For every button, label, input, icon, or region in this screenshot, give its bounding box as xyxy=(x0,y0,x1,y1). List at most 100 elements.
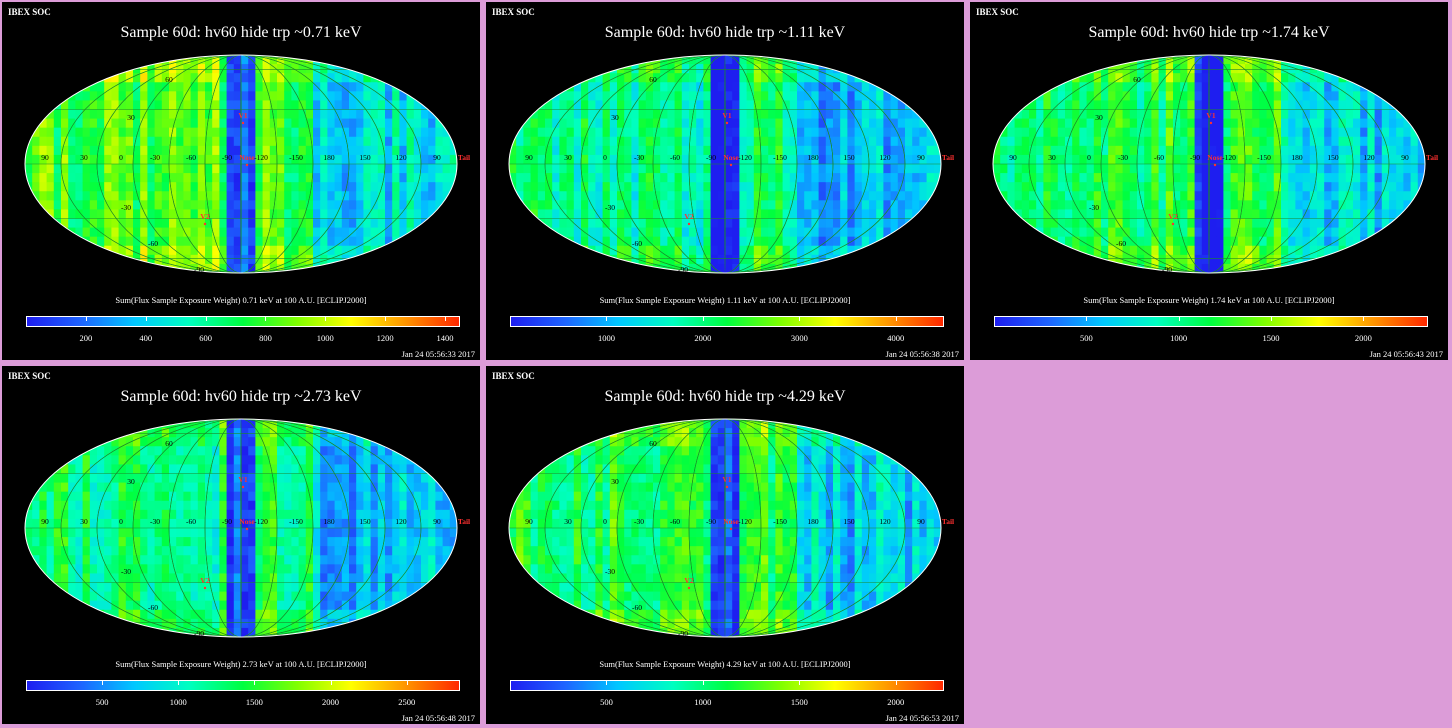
colorbar-tick xyxy=(445,316,447,321)
lon-label: -150 xyxy=(773,517,787,526)
skymap-pixels xyxy=(993,55,1425,273)
colorbar-label: Sum(Flux Sample Exposure Weight) 4.29 ke… xyxy=(599,659,851,669)
colorbar-tick xyxy=(606,680,608,685)
lat-label: -30 xyxy=(121,567,131,576)
lon-label: -150 xyxy=(1257,153,1271,162)
lon-label: 180 xyxy=(807,517,819,526)
lat-label: -90 xyxy=(678,629,688,638)
tail-label: Tail xyxy=(458,517,470,526)
lon-label: 180 xyxy=(323,153,335,162)
colorbar-tick xyxy=(178,680,180,685)
lon-label: -90 xyxy=(706,517,716,526)
lon-label: 150 xyxy=(359,153,371,162)
colorbar-tick-label: 4000 xyxy=(887,333,905,343)
lat-label: -90 xyxy=(678,265,688,274)
lon-label: 120 xyxy=(395,153,407,162)
skymap-plot: 90 30 0 -30 -60 -90 -120 -150 180 150 120 90 60 30 -30… xyxy=(24,418,470,638)
v2-label-marker xyxy=(203,586,207,590)
lon-label: -120 xyxy=(738,153,752,162)
panel-title: Sample 60d: hv60 hide trp ~2.73 keV xyxy=(120,388,362,405)
lon-label: -30 xyxy=(150,517,160,526)
skymap-plot: 90 30 0 -30 -60 -90 -120 -150 180 150 120 90 60 30 -30… xyxy=(24,54,470,274)
v2-label: V2 xyxy=(200,576,209,585)
lon-label: 90 xyxy=(525,517,533,526)
v1-label: V1 xyxy=(238,475,247,484)
nose-label-marker xyxy=(1213,163,1217,167)
lat-label: 30 xyxy=(1095,113,1103,122)
colorbar-tick xyxy=(254,680,256,685)
lat-label: -60 xyxy=(632,239,642,248)
skymap-panel-174kev: IBEX SOC Sample 60d: hv60 hide trp ~1.74… xyxy=(970,2,1448,360)
lat-label: -30 xyxy=(605,567,615,576)
colorbar xyxy=(510,316,944,327)
lon-label: 150 xyxy=(359,517,371,526)
skymap-plot: 90 30 0 -30 -60 -90 -120 -150 180 150 120 90 60 30 -30… xyxy=(508,54,954,274)
lon-label: 180 xyxy=(323,517,335,526)
v2-label: V2 xyxy=(684,576,693,585)
soc-label: IBEX SOC xyxy=(492,7,535,17)
v1-label-marker xyxy=(1209,121,1213,125)
v1-label-marker xyxy=(725,121,729,125)
lon-label: -60 xyxy=(670,153,680,162)
lon-label: 0 xyxy=(1087,153,1091,162)
map-outline xyxy=(508,418,942,638)
colorbar xyxy=(510,680,944,691)
v1-label: V1 xyxy=(238,111,247,120)
colorbar-tick xyxy=(406,680,408,685)
skymap-panel-273kev: IBEX SOC Sample 60d: hv60 hide trp ~2.73… xyxy=(2,366,480,724)
lon-label: -150 xyxy=(289,517,303,526)
tail-label: Tail xyxy=(1426,153,1438,162)
lon-label: -120 xyxy=(254,153,268,162)
colorbar-tick-label: 200 xyxy=(79,333,93,343)
lat-label: 60 xyxy=(165,439,173,448)
lon-label: -30 xyxy=(634,153,644,162)
colorbar-tick xyxy=(325,316,327,321)
lon-label: 0 xyxy=(119,517,123,526)
lat-label: 30 xyxy=(127,477,135,486)
map-outline xyxy=(24,418,458,638)
colorbar-tick-label: 500 xyxy=(600,697,613,707)
lon-label: -90 xyxy=(222,517,232,526)
lon-label: 30 xyxy=(1048,153,1056,162)
lon-label: -90 xyxy=(706,153,716,162)
colorbar xyxy=(994,316,1428,327)
v2-label: V2 xyxy=(200,212,209,221)
colorbar-tick xyxy=(606,316,608,321)
skymap-panel-071kev: IBEX SOC Sample 60d: hv60 hide trp ~0.71… xyxy=(2,2,480,360)
tail-label: Tail xyxy=(942,517,954,526)
lat-label: 60 xyxy=(1133,75,1141,84)
colorbar-tick-label: 1000 xyxy=(1170,333,1188,343)
panel-title: Sample 60d: hv60 hide trp ~0.71 keV xyxy=(120,24,362,41)
colorbar-tick-label: 2500 xyxy=(398,697,416,707)
lon-label: 120 xyxy=(1363,153,1375,162)
lon-label: 150 xyxy=(843,517,855,526)
lon-label: -60 xyxy=(1154,153,1164,162)
skymap-panel-429kev: IBEX SOC Sample 60d: hv60 hide trp ~4.29… xyxy=(486,366,964,724)
panel-title: Sample 60d: hv60 hide trp ~1.74 keV xyxy=(1088,24,1330,41)
v2-label: V2 xyxy=(1168,212,1177,221)
colorbar-tick xyxy=(205,316,207,321)
timestamp: Jan 24 05:56:43 2017 xyxy=(1369,349,1443,359)
colorbar-tick xyxy=(799,316,801,321)
lon-label: -30 xyxy=(1118,153,1128,162)
skymap-panel-111kev: IBEX SOC Sample 60d: hv60 hide trp ~1.11… xyxy=(486,2,964,360)
timestamp: Jan 24 05:56:48 2017 xyxy=(401,713,475,723)
nose-label: Nose xyxy=(723,517,739,526)
colorbar-tick-label: 500 xyxy=(1079,333,1093,343)
skymap-pixels xyxy=(25,55,457,273)
colorbar xyxy=(26,316,460,327)
v1-label: V1 xyxy=(722,475,731,484)
lat-label: -60 xyxy=(632,603,642,612)
nose-label: Nose xyxy=(723,153,739,162)
lon-label: -30 xyxy=(634,517,644,526)
v1-label-marker xyxy=(241,485,245,489)
lon-label: -150 xyxy=(289,153,303,162)
lon-label: 90 xyxy=(917,517,925,526)
panel-title: Sample 60d: hv60 hide trp ~1.11 keV xyxy=(604,24,846,41)
map-outline xyxy=(24,54,458,274)
nose-label-marker xyxy=(245,527,249,531)
lat-label: 30 xyxy=(611,113,619,122)
lat-label: -90 xyxy=(1162,265,1172,274)
lon-label: 30 xyxy=(564,153,572,162)
soc-label: IBEX SOC xyxy=(8,371,51,381)
